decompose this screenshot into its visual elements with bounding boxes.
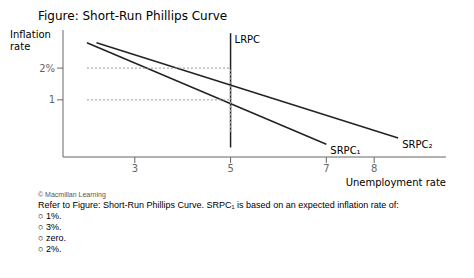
svg-text:5: 5 bbox=[227, 163, 233, 174]
svg-text:Unemployment rate: Unemployment rate bbox=[346, 177, 446, 188]
html-text:○ 2%.: ○ 2%. bbox=[38, 244, 62, 254]
html-text:○ zero.: ○ zero. bbox=[38, 233, 66, 243]
svg-text:2%: 2% bbox=[39, 63, 55, 74]
svg-text:1: 1 bbox=[49, 94, 55, 105]
html-text:Refer to Figure: Short-Run Phi: Refer to Figure: Short-Run Phillips Curv… bbox=[38, 200, 399, 210]
svg-text:SRPC₁: SRPC₁ bbox=[330, 145, 360, 156]
svg-text:3: 3 bbox=[132, 163, 138, 174]
svg-text:Inflationrate: Inflationrate bbox=[10, 29, 51, 52]
html-text:Figure: Short-Run Phillips Cur: Figure: Short-Run Phillips Curve bbox=[38, 9, 228, 23]
svg-text:LRPC: LRPC bbox=[235, 34, 261, 45]
svg-text:8: 8 bbox=[371, 163, 377, 174]
svg-text:SRPC₂: SRPC₂ bbox=[402, 139, 432, 150]
html-text:○ 3%.: ○ 3%. bbox=[38, 222, 62, 232]
html-text:© Macmillan Learning: © Macmillan Learning bbox=[38, 191, 106, 198]
svg-text:7: 7 bbox=[323, 163, 329, 174]
html-text:○ 1%.: ○ 1%. bbox=[38, 211, 62, 221]
